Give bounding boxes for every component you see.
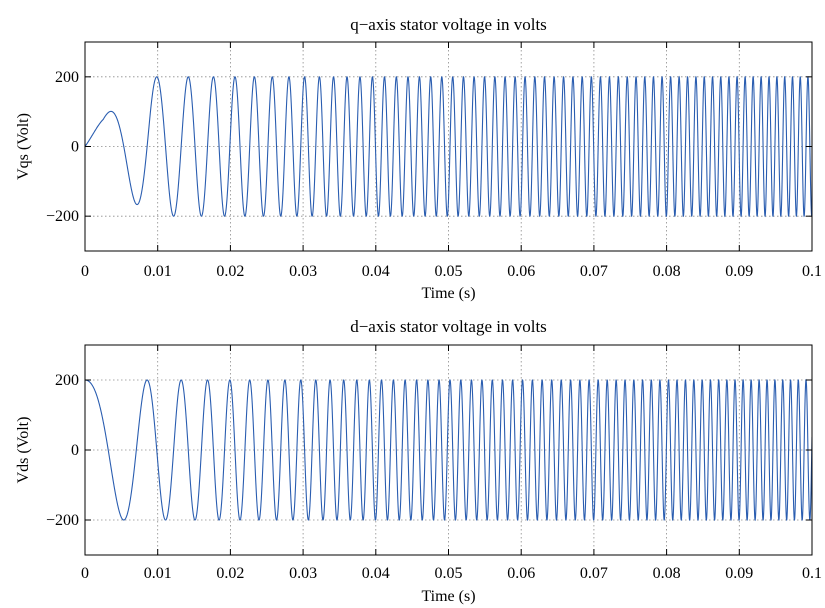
x-axis-label: Time (s) <box>421 588 475 605</box>
y-tick-label: 200 <box>55 69 79 86</box>
x-tick-label: 0 <box>81 565 89 582</box>
x-tick-label: 0.03 <box>289 565 317 582</box>
x-tick-label: 0.09 <box>725 263 753 280</box>
x-tick-label: 0.05 <box>435 565 463 582</box>
chart-panel-1: q−axis stator voltage in volts 0 0.01 0.02 0… <box>15 15 822 302</box>
x-tick-label: 0.07 <box>580 565 608 582</box>
x-axis-label: Time (s) <box>421 285 475 302</box>
chart-panel-2: d−axis stator voltage in volts 0 0.01 0.02 0… <box>15 317 822 605</box>
x-tick-label: 0.01 <box>144 565 172 582</box>
y-axis-label: Vds (Volt) <box>15 417 32 484</box>
x-tick-label: 0.07 <box>580 263 608 280</box>
x-tick-label: 0.04 <box>362 263 390 280</box>
y-axis-label: Vqs (Volt) <box>15 113 32 180</box>
x-tick-label: 0.08 <box>653 565 681 582</box>
x-tick-label: 0.08 <box>653 263 681 280</box>
x-tick-label: 0.02 <box>216 565 244 582</box>
x-tick-label: 0.1 <box>802 263 822 280</box>
chart-title: q−axis stator voltage in volts <box>350 15 547 34</box>
y-tick-label: 0 <box>71 139 79 156</box>
x-tick-label: 0.01 <box>144 263 172 280</box>
y-tick-label: −200 <box>46 208 79 225</box>
y-tick-label: 200 <box>55 372 79 389</box>
x-tick-label: 0.06 <box>507 263 535 280</box>
x-tick-label: 0.03 <box>289 263 317 280</box>
series-line-1 <box>85 75 812 218</box>
x-tick-label: 0 <box>81 263 89 280</box>
chart-title: d−axis stator voltage in volts <box>350 317 547 336</box>
x-tick-label: 0.09 <box>725 565 753 582</box>
y-tick-label: 0 <box>71 442 79 459</box>
y-tick-label: −200 <box>46 512 79 529</box>
x-tick-label: 0.1 <box>802 565 822 582</box>
x-tick-label: 0.04 <box>362 565 390 582</box>
x-tick-label: 0.06 <box>507 565 535 582</box>
x-tick-label: 0.05 <box>435 263 463 280</box>
series-line-1 <box>85 378 812 522</box>
x-tick-label: 0.02 <box>216 263 244 280</box>
